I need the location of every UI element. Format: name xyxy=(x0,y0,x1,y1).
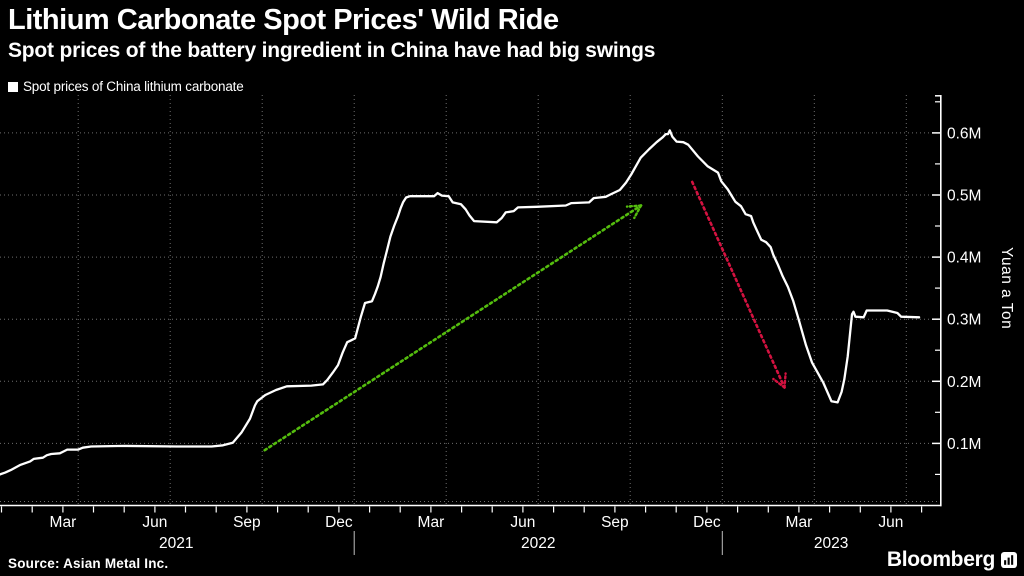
legend-swatch-icon xyxy=(8,81,18,92)
bloomberg-wordmark: Bloomberg xyxy=(886,548,995,571)
bloomberg-logo: Bloomberg xyxy=(887,548,1017,572)
price-line xyxy=(0,129,921,476)
surge-arrow-head xyxy=(633,204,643,220)
x-month-label: Jun xyxy=(510,514,535,531)
y-axis-title: Yuan a Ton xyxy=(998,247,1015,330)
x-month-label: Dec xyxy=(693,514,721,531)
legend: Spot prices of China lithium carbonate xyxy=(8,79,244,94)
plunge-arrow-head xyxy=(783,372,787,389)
y-tick-label: 0.1M xyxy=(947,436,981,453)
plunge-arrow-head xyxy=(772,377,786,389)
legend-label: Spot prices of China lithium carbonate xyxy=(23,79,244,94)
x-month-label: Sep xyxy=(601,514,629,531)
source-credit: Source: Asian Metal Inc. xyxy=(8,556,169,571)
surge-arrow-head xyxy=(625,204,643,208)
x-month-label: Mar xyxy=(50,514,77,531)
x-month-label: Jun xyxy=(142,514,167,531)
surge-arrow xyxy=(263,204,643,452)
year-label: 2021 xyxy=(159,535,193,552)
y-tick-label: 0.2M xyxy=(947,374,981,391)
x-month-label: Sep xyxy=(233,514,261,531)
x-month-label: Jun xyxy=(878,514,903,531)
bloomberg-bar-chart-icon xyxy=(1001,552,1017,568)
x-month-label: Mar xyxy=(418,514,445,531)
y-tick-label: 0.4M xyxy=(947,250,981,267)
y-tick-label: 0.6M xyxy=(947,125,981,142)
chart-title: Lithium Carbonate Spot Prices' Wild Ride xyxy=(8,4,559,36)
x-month-label: Mar xyxy=(786,514,813,531)
y-tick-label: 0.3M xyxy=(947,312,981,329)
x-month-label: Dec xyxy=(325,514,353,531)
chart-subtitle: Spot prices of the battery ingredient in… xyxy=(8,39,656,62)
y-tick-label: 0.5M xyxy=(947,188,981,205)
year-label: 2022 xyxy=(521,535,555,552)
plunge-arrow xyxy=(690,180,786,389)
year-label: 2023 xyxy=(814,535,848,552)
